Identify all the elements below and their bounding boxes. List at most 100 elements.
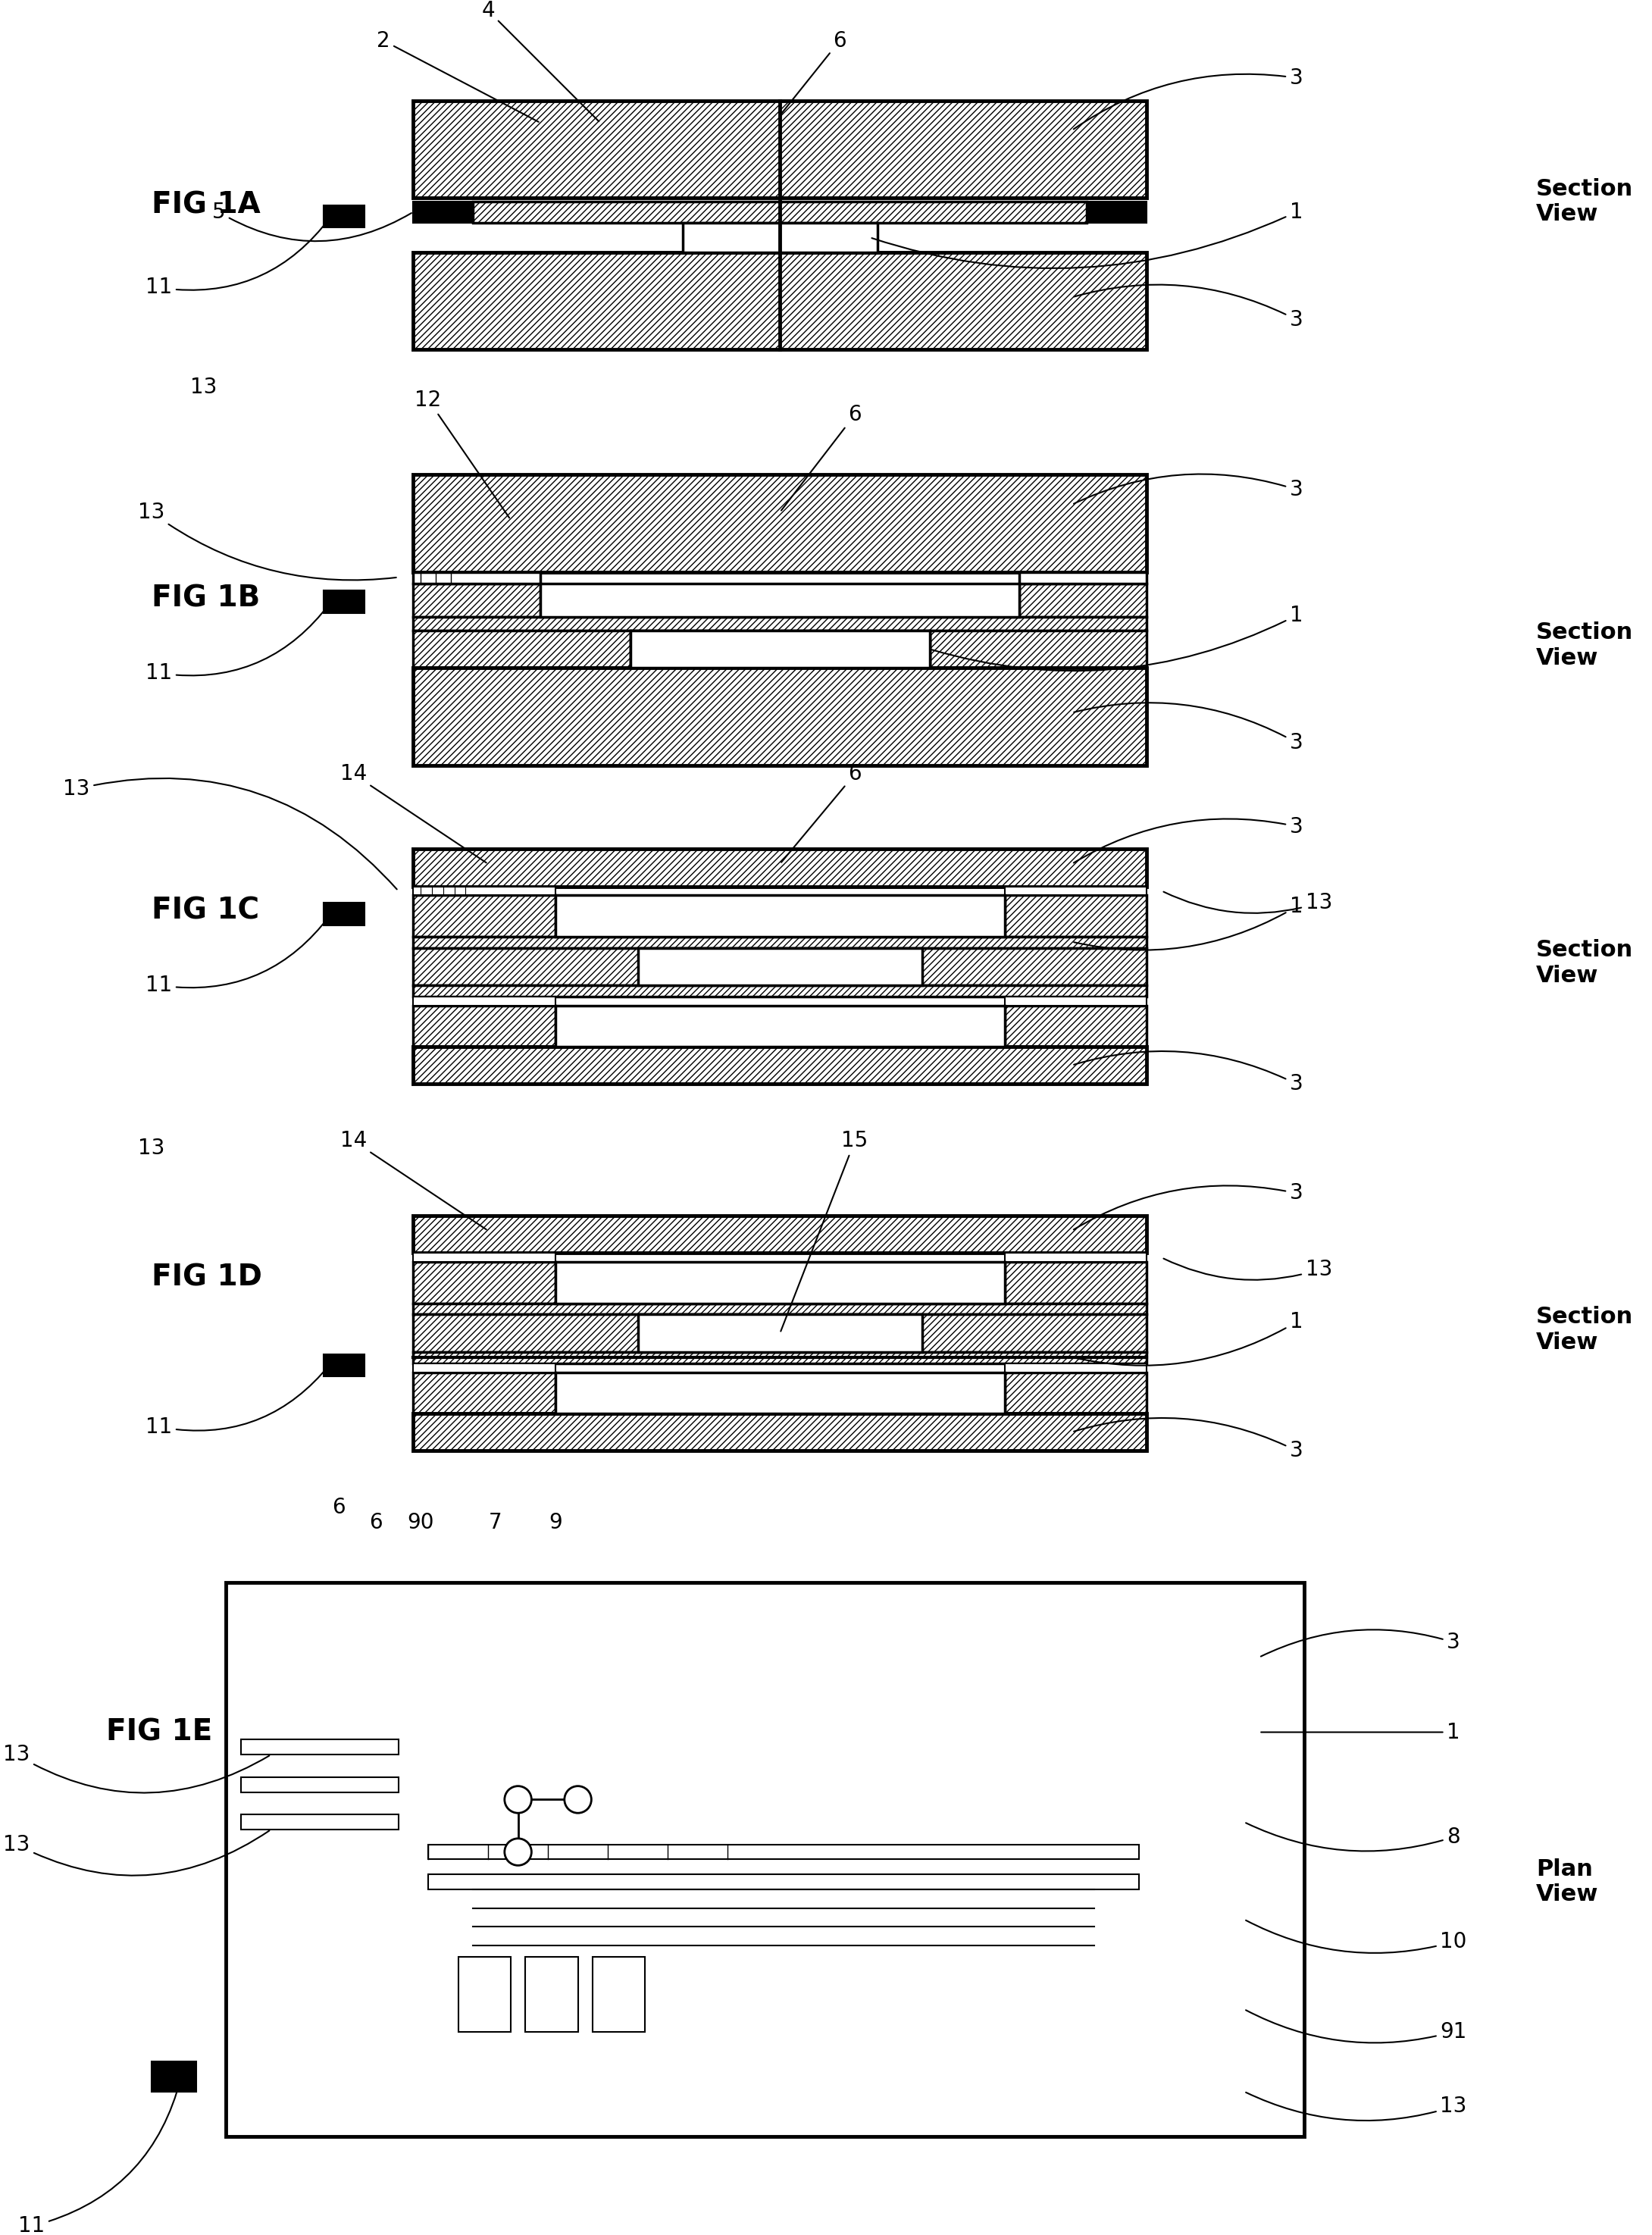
Bar	[413, 101, 1146, 197]
Bar	[646, 1330, 915, 1337]
Bar	[1004, 1254, 1146, 1263]
Text: 6: 6	[781, 405, 861, 510]
Text: 14: 14	[340, 764, 486, 863]
Text: 13: 13	[3, 1743, 269, 1792]
Circle shape	[504, 1786, 532, 1813]
Bar	[324, 903, 365, 925]
Bar	[631, 630, 930, 668]
Text: Section
View: Section View	[1536, 939, 1634, 986]
Text: 13: 13	[1246, 2092, 1467, 2121]
Text: 13: 13	[137, 501, 396, 581]
Bar	[413, 583, 540, 617]
Bar	[525, 1956, 578, 2032]
Text: 9: 9	[548, 1513, 562, 1533]
Bar	[458, 1956, 510, 2032]
Text: 13: 13	[1163, 892, 1332, 914]
Bar	[413, 1006, 555, 1046]
Text: 10: 10	[1246, 1920, 1467, 1953]
Text: 13: 13	[1163, 1258, 1332, 1281]
Text: 3: 3	[1074, 816, 1303, 863]
Text: 12: 12	[415, 389, 509, 519]
Text: 6: 6	[368, 1513, 383, 1533]
Bar	[638, 948, 922, 986]
Bar	[413, 668, 1146, 764]
Bar	[413, 1413, 1146, 1451]
Bar	[413, 1254, 555, 1263]
Text: 14: 14	[340, 1131, 486, 1229]
Text: 11: 11	[145, 916, 330, 997]
Bar	[1087, 201, 1146, 224]
Bar	[413, 1352, 1146, 1363]
Bar	[555, 1006, 1004, 1046]
Bar	[428, 1875, 1140, 1889]
Bar	[324, 206, 365, 228]
Text: 11: 11	[145, 603, 330, 684]
Bar	[413, 936, 1146, 948]
Text: 3: 3	[1074, 1182, 1303, 1229]
Bar	[1004, 1363, 1146, 1372]
Text: 3: 3	[1074, 67, 1303, 130]
Bar	[555, 1372, 1004, 1413]
Bar	[1004, 896, 1146, 936]
Text: FIG 1D: FIG 1D	[152, 1263, 263, 1292]
Text: 4: 4	[481, 0, 600, 121]
Text: 3: 3	[1074, 702, 1303, 753]
Bar	[593, 1956, 646, 2032]
Bar	[682, 224, 877, 253]
Text: FIG 1C: FIG 1C	[152, 896, 259, 925]
Text: 3: 3	[1074, 1050, 1303, 1095]
Bar	[413, 1303, 1146, 1314]
Bar	[241, 1777, 398, 1792]
Text: 1: 1	[1074, 896, 1303, 950]
Text: 13: 13	[3, 1830, 269, 1875]
Bar	[413, 896, 555, 936]
Bar	[226, 1582, 1303, 2137]
Bar	[413, 986, 1146, 997]
Bar	[428, 1844, 1140, 1860]
Bar	[413, 887, 555, 896]
Circle shape	[504, 1839, 532, 1866]
Text: FIG 1A: FIG 1A	[152, 190, 261, 219]
Text: 6: 6	[781, 764, 861, 863]
Bar	[241, 1815, 398, 1830]
Bar	[1004, 1263, 1146, 1303]
Bar	[413, 1363, 555, 1372]
Text: 6: 6	[781, 29, 846, 114]
Bar	[413, 1046, 1146, 1084]
Bar	[398, 1694, 1170, 1994]
Bar	[555, 896, 1004, 936]
Bar	[413, 1372, 555, 1413]
Bar	[413, 201, 472, 224]
Text: 3: 3	[1074, 1417, 1303, 1462]
Bar	[555, 1263, 1004, 1303]
Bar	[472, 201, 1087, 224]
Bar	[1004, 887, 1146, 896]
Text: 91: 91	[1246, 2009, 1467, 2043]
Text: Section
View: Section View	[1536, 1305, 1634, 1352]
Bar	[413, 1314, 1146, 1352]
Text: 15: 15	[781, 1131, 869, 1332]
Bar	[152, 2061, 197, 2092]
Text: 11: 11	[18, 2079, 180, 2235]
Bar	[413, 474, 1146, 572]
Text: 1: 1	[1260, 1721, 1460, 1743]
Text: Section
View: Section View	[1536, 621, 1634, 668]
Bar	[413, 1263, 555, 1303]
Bar	[241, 1739, 398, 1754]
Bar	[413, 630, 631, 668]
Text: Plan
View: Plan View	[1536, 1857, 1599, 1906]
Bar	[1004, 1372, 1146, 1413]
Bar	[324, 590, 365, 612]
Bar	[413, 849, 1146, 887]
Text: 90: 90	[408, 1513, 434, 1533]
Bar	[324, 1354, 365, 1377]
Text: 3: 3	[1074, 284, 1303, 331]
Text: 11: 11	[145, 219, 330, 297]
Text: 2: 2	[377, 29, 539, 123]
Text: 13: 13	[190, 375, 216, 398]
Text: 3: 3	[1074, 474, 1303, 503]
Text: 1: 1	[1074, 1312, 1303, 1366]
Bar	[413, 617, 1146, 630]
Text: 7: 7	[489, 1513, 502, 1533]
Text: 3: 3	[1260, 1629, 1460, 1656]
